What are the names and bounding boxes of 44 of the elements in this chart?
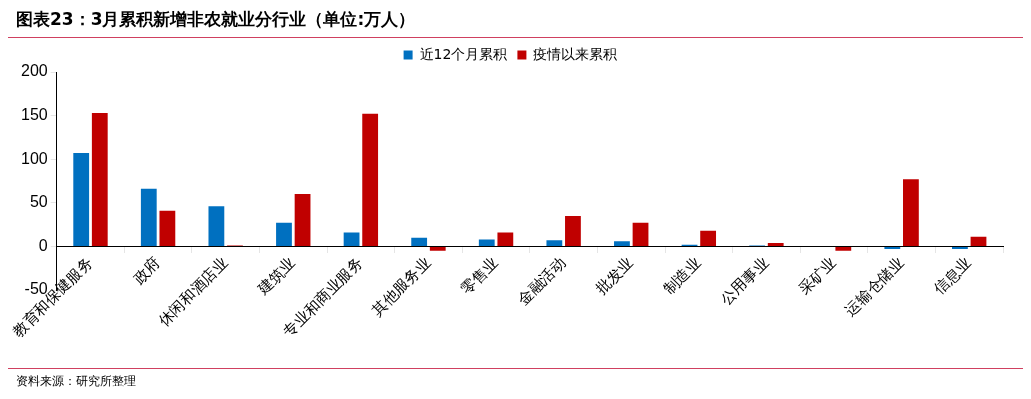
x-tick-label: 零售业	[457, 253, 502, 299]
bar	[970, 236, 987, 246]
y-tick-label: 150	[20, 106, 48, 124]
bar	[884, 246, 901, 250]
bar	[497, 232, 514, 246]
x-tick-label: 建筑业	[253, 253, 299, 299]
bar	[546, 240, 563, 246]
bar	[343, 232, 360, 246]
bar	[767, 242, 784, 246]
x-tick-label: 公用事业	[716, 253, 772, 309]
x-tick-label: 金融活动	[514, 253, 570, 309]
bar	[73, 153, 90, 246]
bar	[429, 246, 446, 251]
y-tick-label: 50	[29, 193, 48, 211]
bar	[208, 206, 225, 246]
bar	[411, 237, 428, 246]
bar	[91, 112, 108, 246]
bar	[276, 222, 292, 246]
bar	[700, 230, 717, 246]
x-tick-label: 运输仓储业	[841, 253, 908, 320]
x-tick-label: 信息业	[930, 253, 975, 299]
x-tick-label: 制造业	[659, 253, 705, 299]
bar	[478, 239, 495, 246]
bar	[632, 222, 649, 246]
x-tick-label: 批发业	[592, 253, 637, 299]
y-tick-label: 200	[20, 62, 48, 80]
bar	[952, 246, 968, 250]
y-tick-label: 0	[38, 236, 48, 254]
bar	[614, 241, 630, 246]
chart-title: 图表23：3月累积新增非农就业分行业（单位:万人）	[8, 8, 1023, 38]
bar	[159, 210, 176, 246]
x-tick-label: 政府	[129, 253, 164, 288]
x-tick-label: 采矿业	[795, 253, 840, 299]
legend-label: 疫情以来累积	[533, 45, 618, 62]
text: 资料来源：研究所整理	[16, 374, 136, 388]
bar	[362, 113, 379, 246]
x-tick-label: 其他服务业	[368, 253, 435, 320]
bar	[835, 246, 852, 251]
legend-label: 近12个月累积	[419, 45, 508, 62]
y-tick-label: 100	[20, 149, 48, 167]
bar	[294, 194, 311, 246]
bar	[565, 215, 581, 246]
bar	[140, 188, 157, 246]
bar	[903, 179, 919, 246]
